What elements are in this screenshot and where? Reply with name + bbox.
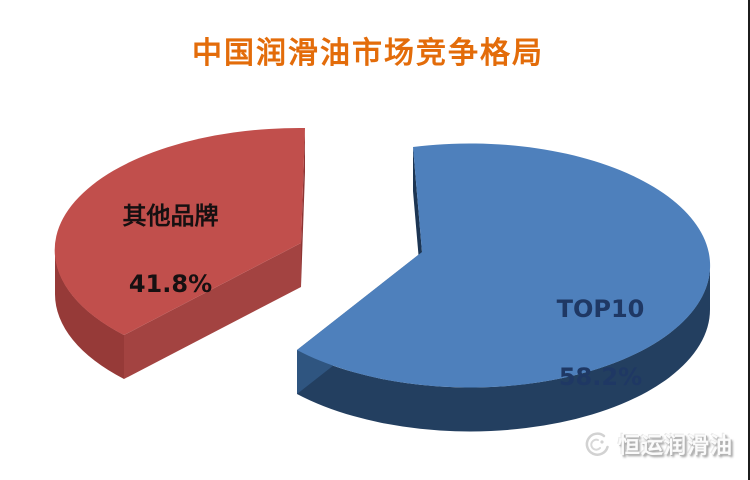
pie-slice-other-top xyxy=(54,127,305,335)
slice-label-top10-name: TOP10 xyxy=(556,295,645,323)
slice-label-other-name: 其他品牌 xyxy=(122,202,219,230)
swirl-logo-icon xyxy=(585,432,609,456)
watermark-text: 恒运润滑油 xyxy=(618,434,734,459)
pie-slice-other-cut-sliver xyxy=(301,128,305,287)
image-right-border xyxy=(748,0,750,480)
slice-label-other-value: 41.8% xyxy=(128,270,213,298)
pie-slice-top10 xyxy=(297,143,711,432)
slice-label-top10: TOP10 58.2% xyxy=(518,258,683,428)
slice-label-top10-value: 58.2% xyxy=(558,363,643,391)
slice-label-other-brands: 其他品牌 41.8% xyxy=(88,165,253,335)
pie-slice-top10-top xyxy=(297,143,711,388)
watermark: 恒运润滑油 xyxy=(582,428,733,460)
pie-slice-other-rim xyxy=(54,250,124,379)
chart-title: 中国润滑油市场竞争格局 xyxy=(192,36,544,71)
pie-slice-other-cut-wall xyxy=(124,243,301,379)
pie-slice-top10-rim xyxy=(297,265,711,432)
pie-slice-other-brands xyxy=(54,127,305,379)
